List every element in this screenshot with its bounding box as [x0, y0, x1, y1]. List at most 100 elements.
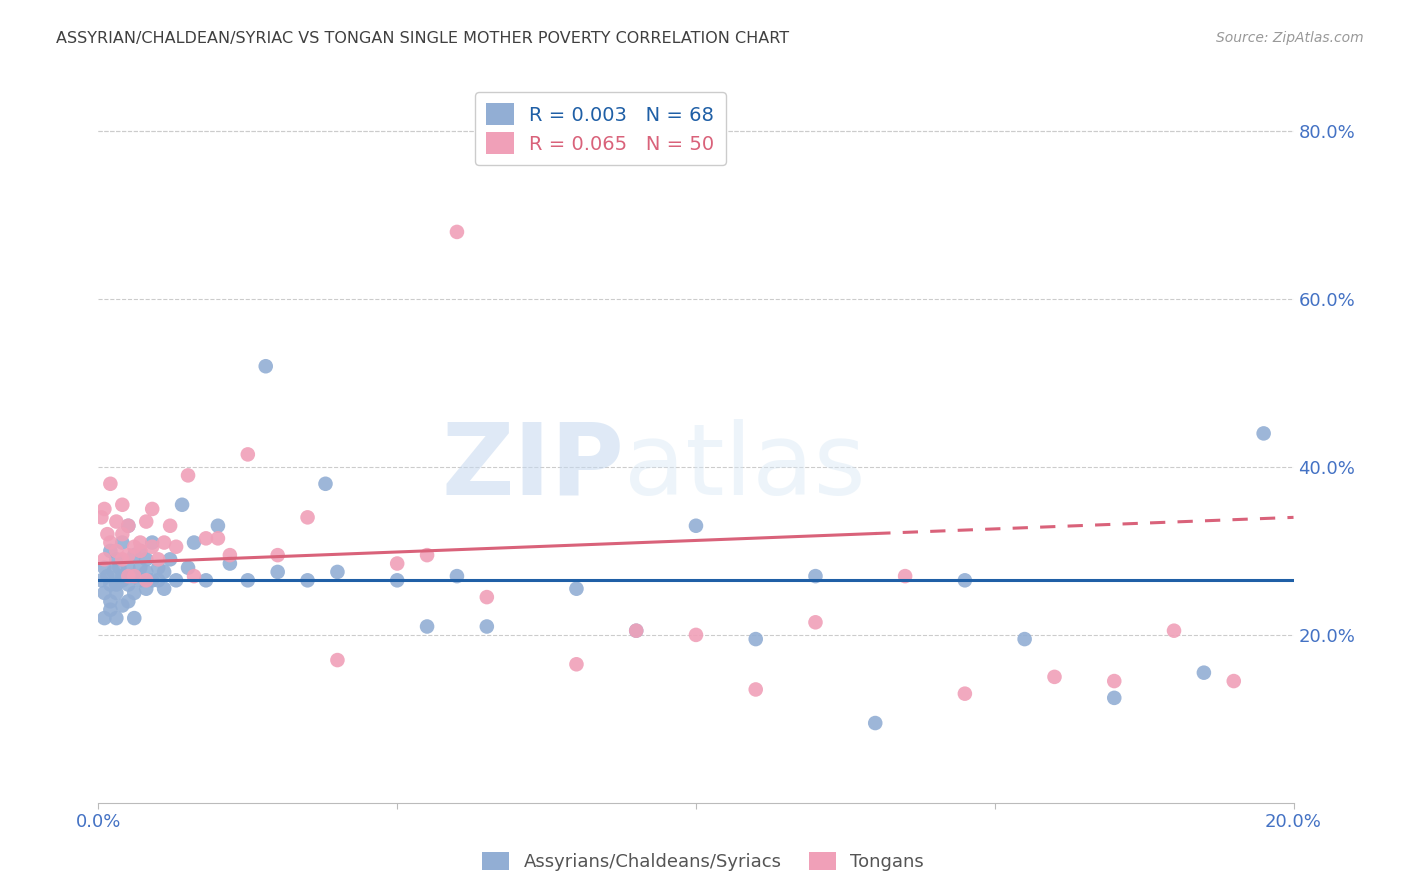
Point — [117, 548, 139, 562]
Point — [100, 535, 122, 549]
Point — [385, 557, 409, 571]
Point — [105, 586, 128, 600]
Point — [745, 632, 768, 646]
Point — [165, 540, 187, 554]
Point — [267, 565, 290, 579]
Point — [953, 574, 976, 588]
Point — [1163, 624, 1185, 638]
Point — [1192, 665, 1215, 680]
Text: atlas: atlas — [624, 419, 866, 516]
Point — [416, 548, 439, 562]
Point — [117, 518, 139, 533]
Point — [804, 569, 827, 583]
Point — [745, 682, 768, 697]
Text: Source: ZipAtlas.com: Source: ZipAtlas.com — [1216, 31, 1364, 45]
Point — [124, 586, 146, 600]
Point — [117, 569, 139, 583]
Point — [446, 569, 468, 583]
Point — [685, 628, 707, 642]
Point — [1223, 674, 1246, 689]
Point — [135, 565, 157, 579]
Point — [177, 468, 200, 483]
Point — [129, 544, 152, 558]
Point — [153, 582, 176, 596]
Point — [172, 498, 194, 512]
Point — [103, 565, 125, 579]
Point — [117, 560, 139, 574]
Text: ASSYRIAN/CHALDEAN/SYRIAC VS TONGAN SINGLE MOTHER POVERTY CORRELATION CHART: ASSYRIAN/CHALDEAN/SYRIAC VS TONGAN SINGL… — [56, 31, 789, 46]
Point — [148, 560, 170, 574]
Point — [129, 535, 152, 549]
Point — [141, 535, 163, 549]
Point — [124, 611, 146, 625]
Point — [111, 599, 134, 613]
Point — [111, 574, 134, 588]
Point — [100, 594, 122, 608]
Point — [141, 502, 163, 516]
Point — [100, 476, 122, 491]
Point — [117, 577, 139, 591]
Point — [124, 569, 146, 583]
Point — [117, 594, 139, 608]
Point — [475, 590, 498, 604]
Point — [129, 544, 152, 558]
Point — [1043, 670, 1066, 684]
Point — [135, 552, 157, 566]
Point — [105, 611, 128, 625]
Point — [135, 515, 157, 529]
Point — [267, 548, 290, 562]
Point — [953, 687, 976, 701]
Point — [96, 569, 118, 583]
Point — [804, 615, 827, 630]
Point — [1253, 426, 1275, 441]
Point — [141, 574, 163, 588]
Point — [165, 574, 187, 588]
Point — [183, 535, 205, 549]
Point — [446, 225, 468, 239]
Point — [326, 653, 349, 667]
Point — [219, 548, 242, 562]
Point — [111, 535, 134, 549]
Point — [100, 577, 122, 591]
Point — [105, 577, 128, 591]
Point — [111, 498, 134, 512]
Point — [105, 544, 128, 558]
Point — [565, 657, 588, 672]
Point — [90, 510, 112, 524]
Point — [416, 619, 439, 633]
Point — [111, 552, 134, 566]
Point — [135, 582, 157, 596]
Point — [254, 359, 277, 374]
Point — [124, 540, 146, 554]
Point — [475, 619, 498, 633]
Point — [111, 527, 134, 541]
Point — [93, 502, 115, 516]
Point — [153, 565, 176, 579]
Point — [129, 574, 152, 588]
Point — [141, 540, 163, 554]
Point — [207, 518, 229, 533]
Point — [124, 548, 146, 562]
Point — [219, 557, 242, 571]
Point — [117, 518, 139, 533]
Point — [90, 574, 112, 588]
Point — [93, 611, 115, 625]
Point — [111, 569, 134, 583]
Point — [108, 560, 131, 574]
Point — [135, 574, 157, 588]
Point — [207, 532, 229, 546]
Point — [124, 569, 146, 583]
Point — [195, 574, 218, 588]
Point — [159, 552, 181, 566]
Point — [236, 574, 259, 588]
Point — [100, 544, 122, 558]
Legend: R = 0.003   N = 68, R = 0.065   N = 50: R = 0.003 N = 68, R = 0.065 N = 50 — [475, 92, 725, 165]
Legend: Assyrians/Chaldeans/Syriacs, Tongans: Assyrians/Chaldeans/Syriacs, Tongans — [475, 845, 931, 879]
Point — [93, 552, 115, 566]
Point — [183, 569, 205, 583]
Point — [177, 560, 200, 574]
Point — [159, 518, 181, 533]
Point — [626, 624, 648, 638]
Point — [1104, 690, 1126, 705]
Point — [236, 447, 259, 461]
